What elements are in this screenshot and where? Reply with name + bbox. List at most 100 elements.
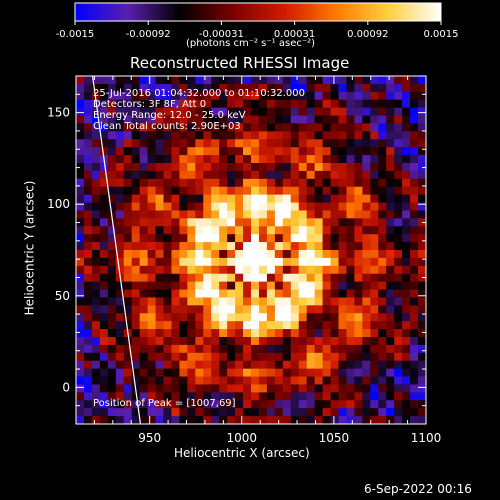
heatmap-cell bbox=[330, 321, 340, 330]
heatmap-cell bbox=[219, 281, 228, 291]
heatmap-cell bbox=[258, 218, 268, 227]
heatmap-cell bbox=[179, 265, 188, 275]
heatmap-cell bbox=[410, 178, 419, 188]
heatmap-cell bbox=[306, 273, 316, 283]
heatmap-cell bbox=[83, 170, 93, 180]
heatmap-cell bbox=[378, 257, 387, 267]
heatmap-cell bbox=[290, 416, 300, 424]
heatmap-cell bbox=[163, 131, 173, 140]
heatmap-cell bbox=[354, 131, 363, 140]
heatmap-cell bbox=[290, 313, 300, 322]
heatmap-cell bbox=[235, 99, 244, 109]
heatmap-cell bbox=[243, 313, 252, 322]
heatmap-cell bbox=[402, 368, 411, 378]
heatmap-cell bbox=[243, 289, 252, 299]
heatmap-cell bbox=[410, 147, 419, 156]
heatmap-cell bbox=[219, 352, 228, 362]
heatmap-cell bbox=[155, 360, 165, 370]
heatmap-cell bbox=[195, 226, 204, 235]
heatmap-cell bbox=[91, 202, 101, 212]
heatmap-cell bbox=[354, 186, 363, 196]
heatmap-cell bbox=[362, 218, 371, 227]
heatmap-cell bbox=[370, 131, 379, 140]
heatmap-cell bbox=[251, 368, 260, 378]
heatmap-cell bbox=[346, 400, 355, 409]
heatmap-cell bbox=[251, 194, 260, 204]
heatmap-cell bbox=[266, 281, 276, 291]
heatmap-cell bbox=[195, 234, 204, 243]
heatmap-cell bbox=[274, 321, 284, 330]
heatmap-cell bbox=[203, 194, 212, 204]
heatmap-cell bbox=[258, 408, 268, 417]
heatmap-cell bbox=[338, 400, 348, 409]
heatmap-cell bbox=[83, 360, 93, 370]
heatmap-cell bbox=[76, 91, 85, 101]
heatmap-cell bbox=[314, 250, 324, 259]
heatmap-cell bbox=[378, 202, 387, 212]
heatmap-cell bbox=[179, 392, 188, 401]
heatmap-cell bbox=[195, 131, 204, 140]
heatmap-cell bbox=[179, 289, 188, 299]
heatmap-cell bbox=[147, 344, 157, 354]
heatmap-cell bbox=[187, 360, 196, 370]
heatmap-cell bbox=[235, 368, 244, 378]
heatmap-cell bbox=[378, 115, 387, 125]
heatmap-cell bbox=[99, 352, 109, 362]
heatmap-cell bbox=[346, 408, 355, 417]
heatmap-cell bbox=[115, 123, 125, 132]
heatmap-cell bbox=[211, 400, 220, 409]
heatmap-cell bbox=[322, 147, 332, 156]
heatmap-cell bbox=[187, 202, 196, 212]
heatmap-cell bbox=[227, 234, 236, 243]
heatmap-cell bbox=[243, 384, 252, 393]
heatmap-cell bbox=[203, 297, 212, 306]
heatmap-cell bbox=[346, 147, 355, 156]
heatmap-cell bbox=[402, 265, 411, 275]
heatmap-cell bbox=[306, 91, 316, 101]
heatmap-cell bbox=[402, 337, 411, 346]
heatmap-cell bbox=[402, 376, 411, 386]
heatmap-cell bbox=[235, 329, 244, 338]
heatmap-cell bbox=[258, 202, 268, 212]
heatmap-cell bbox=[99, 76, 109, 85]
heatmap-cell bbox=[99, 163, 109, 172]
heatmap-cell bbox=[378, 218, 387, 227]
heatmap-cell bbox=[195, 242, 204, 251]
heatmap-cell bbox=[314, 289, 324, 299]
heatmap-cell bbox=[147, 155, 157, 164]
heatmap-cell bbox=[370, 337, 379, 346]
heatmap-cell bbox=[251, 131, 260, 140]
heatmap-cell bbox=[258, 400, 268, 409]
heatmap-cell bbox=[410, 186, 419, 196]
heatmap-cell bbox=[251, 360, 260, 370]
heatmap-cell bbox=[258, 186, 268, 196]
heatmap-cell bbox=[362, 344, 371, 354]
heatmap-cell bbox=[402, 289, 411, 299]
heatmap-cell bbox=[171, 76, 180, 85]
heatmap-cell bbox=[123, 384, 133, 393]
heatmap-cell bbox=[258, 281, 268, 291]
heatmap-cell bbox=[195, 250, 204, 259]
heatmap-cell bbox=[330, 202, 340, 212]
heatmap-cell bbox=[330, 218, 340, 227]
heatmap-cell bbox=[298, 139, 308, 148]
heatmap-cell bbox=[251, 408, 260, 417]
heatmap-cell bbox=[147, 147, 157, 156]
heatmap-cell bbox=[418, 155, 426, 164]
heatmap-cell bbox=[107, 281, 117, 291]
heatmap-cell bbox=[346, 329, 355, 338]
heatmap-cell bbox=[139, 281, 149, 291]
colorbar-tick-label: -0.0015 bbox=[56, 29, 95, 40]
heatmap-cell bbox=[219, 83, 228, 93]
heatmap-cell bbox=[290, 210, 300, 219]
heatmap-cell bbox=[378, 107, 387, 117]
heatmap-cell bbox=[346, 337, 355, 346]
heatmap-cell bbox=[243, 123, 252, 132]
heatmap-cell bbox=[266, 76, 276, 85]
heatmap-cell bbox=[155, 115, 165, 125]
heatmap-cell bbox=[187, 123, 196, 132]
heatmap-cell bbox=[410, 305, 419, 314]
heatmap-cell bbox=[386, 123, 395, 132]
heatmap-cell bbox=[354, 115, 363, 125]
heatmap-cell bbox=[258, 289, 268, 299]
